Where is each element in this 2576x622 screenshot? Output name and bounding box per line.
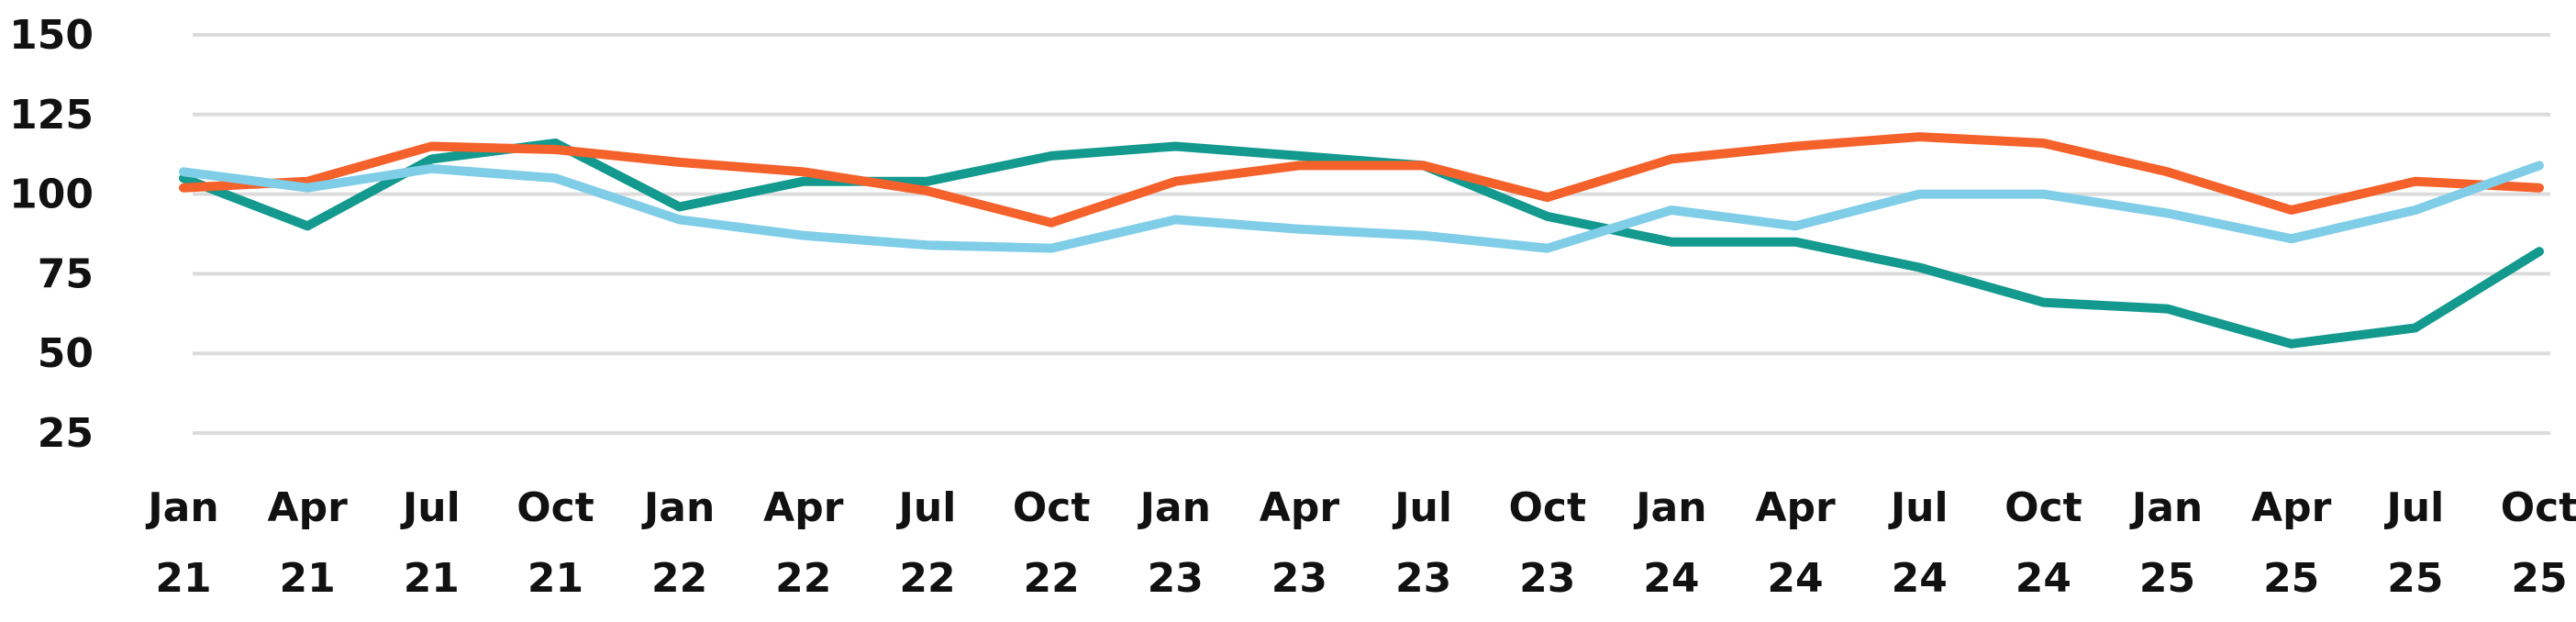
x-tick-label-month: Jul (1888, 484, 1949, 531)
x-tick-label-month: Jul (896, 484, 957, 531)
x-tick-label-month: Apr (1260, 484, 1340, 531)
x-tick-label-year: 24 (1892, 555, 1948, 602)
x-tick-label-month: Oct (1013, 484, 1091, 531)
y-tick-label: 50 (38, 330, 94, 377)
x-tick-label-year: 21 (404, 555, 460, 602)
x-tick-label-month: Jul (1392, 484, 1452, 531)
x-tick-label-month: Oct (1508, 484, 1586, 531)
x-tick-label-year: 23 (1271, 555, 1327, 602)
series-lines (179, 132, 2544, 349)
x-tick-label-month: Apr (763, 484, 844, 531)
x-tick-label-month: Jul (2383, 484, 2444, 531)
x-tick-label-month: Jan (2129, 484, 2203, 531)
gridlines (193, 33, 2550, 435)
x-tick-label-year: 22 (1023, 555, 1079, 602)
x-tick-label-year: 25 (2387, 555, 2443, 602)
series-line-2 (179, 132, 2544, 228)
x-tick-label-year: 22 (899, 555, 955, 602)
x-tick-label-month: Apr (268, 484, 349, 531)
x-tick-label-month: Oct (2501, 484, 2576, 531)
y-tick-label: 25 (38, 410, 94, 457)
x-tick-label-month: Jan (1138, 484, 1211, 531)
x-tick-label-year: 25 (2139, 555, 2195, 602)
x-tick-label-year: 21 (280, 555, 336, 602)
x-tick-label-month: Apr (2251, 484, 2332, 531)
x-tick-label-month: Jan (641, 484, 715, 531)
series-line-3 (179, 161, 2544, 253)
x-tick-label-year: 23 (1395, 555, 1451, 602)
x-tick-label-year: 24 (1643, 555, 1699, 602)
y-tick-label: 150 (9, 12, 94, 59)
y-axis: 25 50 75 100 125 150 (9, 12, 94, 457)
x-tick-label-year: 23 (1519, 555, 1575, 602)
x-tick-label-month: Oct (516, 484, 594, 531)
y-tick-label: 125 (9, 92, 94, 139)
x-tick-label-year: 24 (1767, 555, 1823, 602)
x-tick-label-year: 21 (527, 555, 583, 602)
x-tick-label-year: 23 (1148, 555, 1204, 602)
x-tick-label-year: 25 (2511, 555, 2567, 602)
x-tick-label-year: 24 (2015, 555, 2071, 602)
x-tick-label-year: 25 (2263, 555, 2319, 602)
x-tick-label-month: Jan (145, 484, 218, 531)
x-tick-label-year: 22 (775, 555, 831, 602)
y-tick-label: 75 (38, 250, 94, 297)
x-tick-label-month: Apr (1755, 484, 1836, 531)
x-tick-label-month: Jul (400, 484, 461, 531)
x-tick-label-year: 21 (155, 555, 211, 602)
x-tick-label-month: Oct (2004, 484, 2082, 531)
y-tick-label: 100 (9, 172, 94, 218)
x-axis: Jan 21 Apr 21 Jul 21 Oct 21 Jan 22 Apr 22 Jul 22 Oct 22… (145, 484, 2576, 602)
x-tick-label-month: Jan (1633, 484, 1706, 531)
x-tick-label-year: 22 (651, 555, 707, 602)
